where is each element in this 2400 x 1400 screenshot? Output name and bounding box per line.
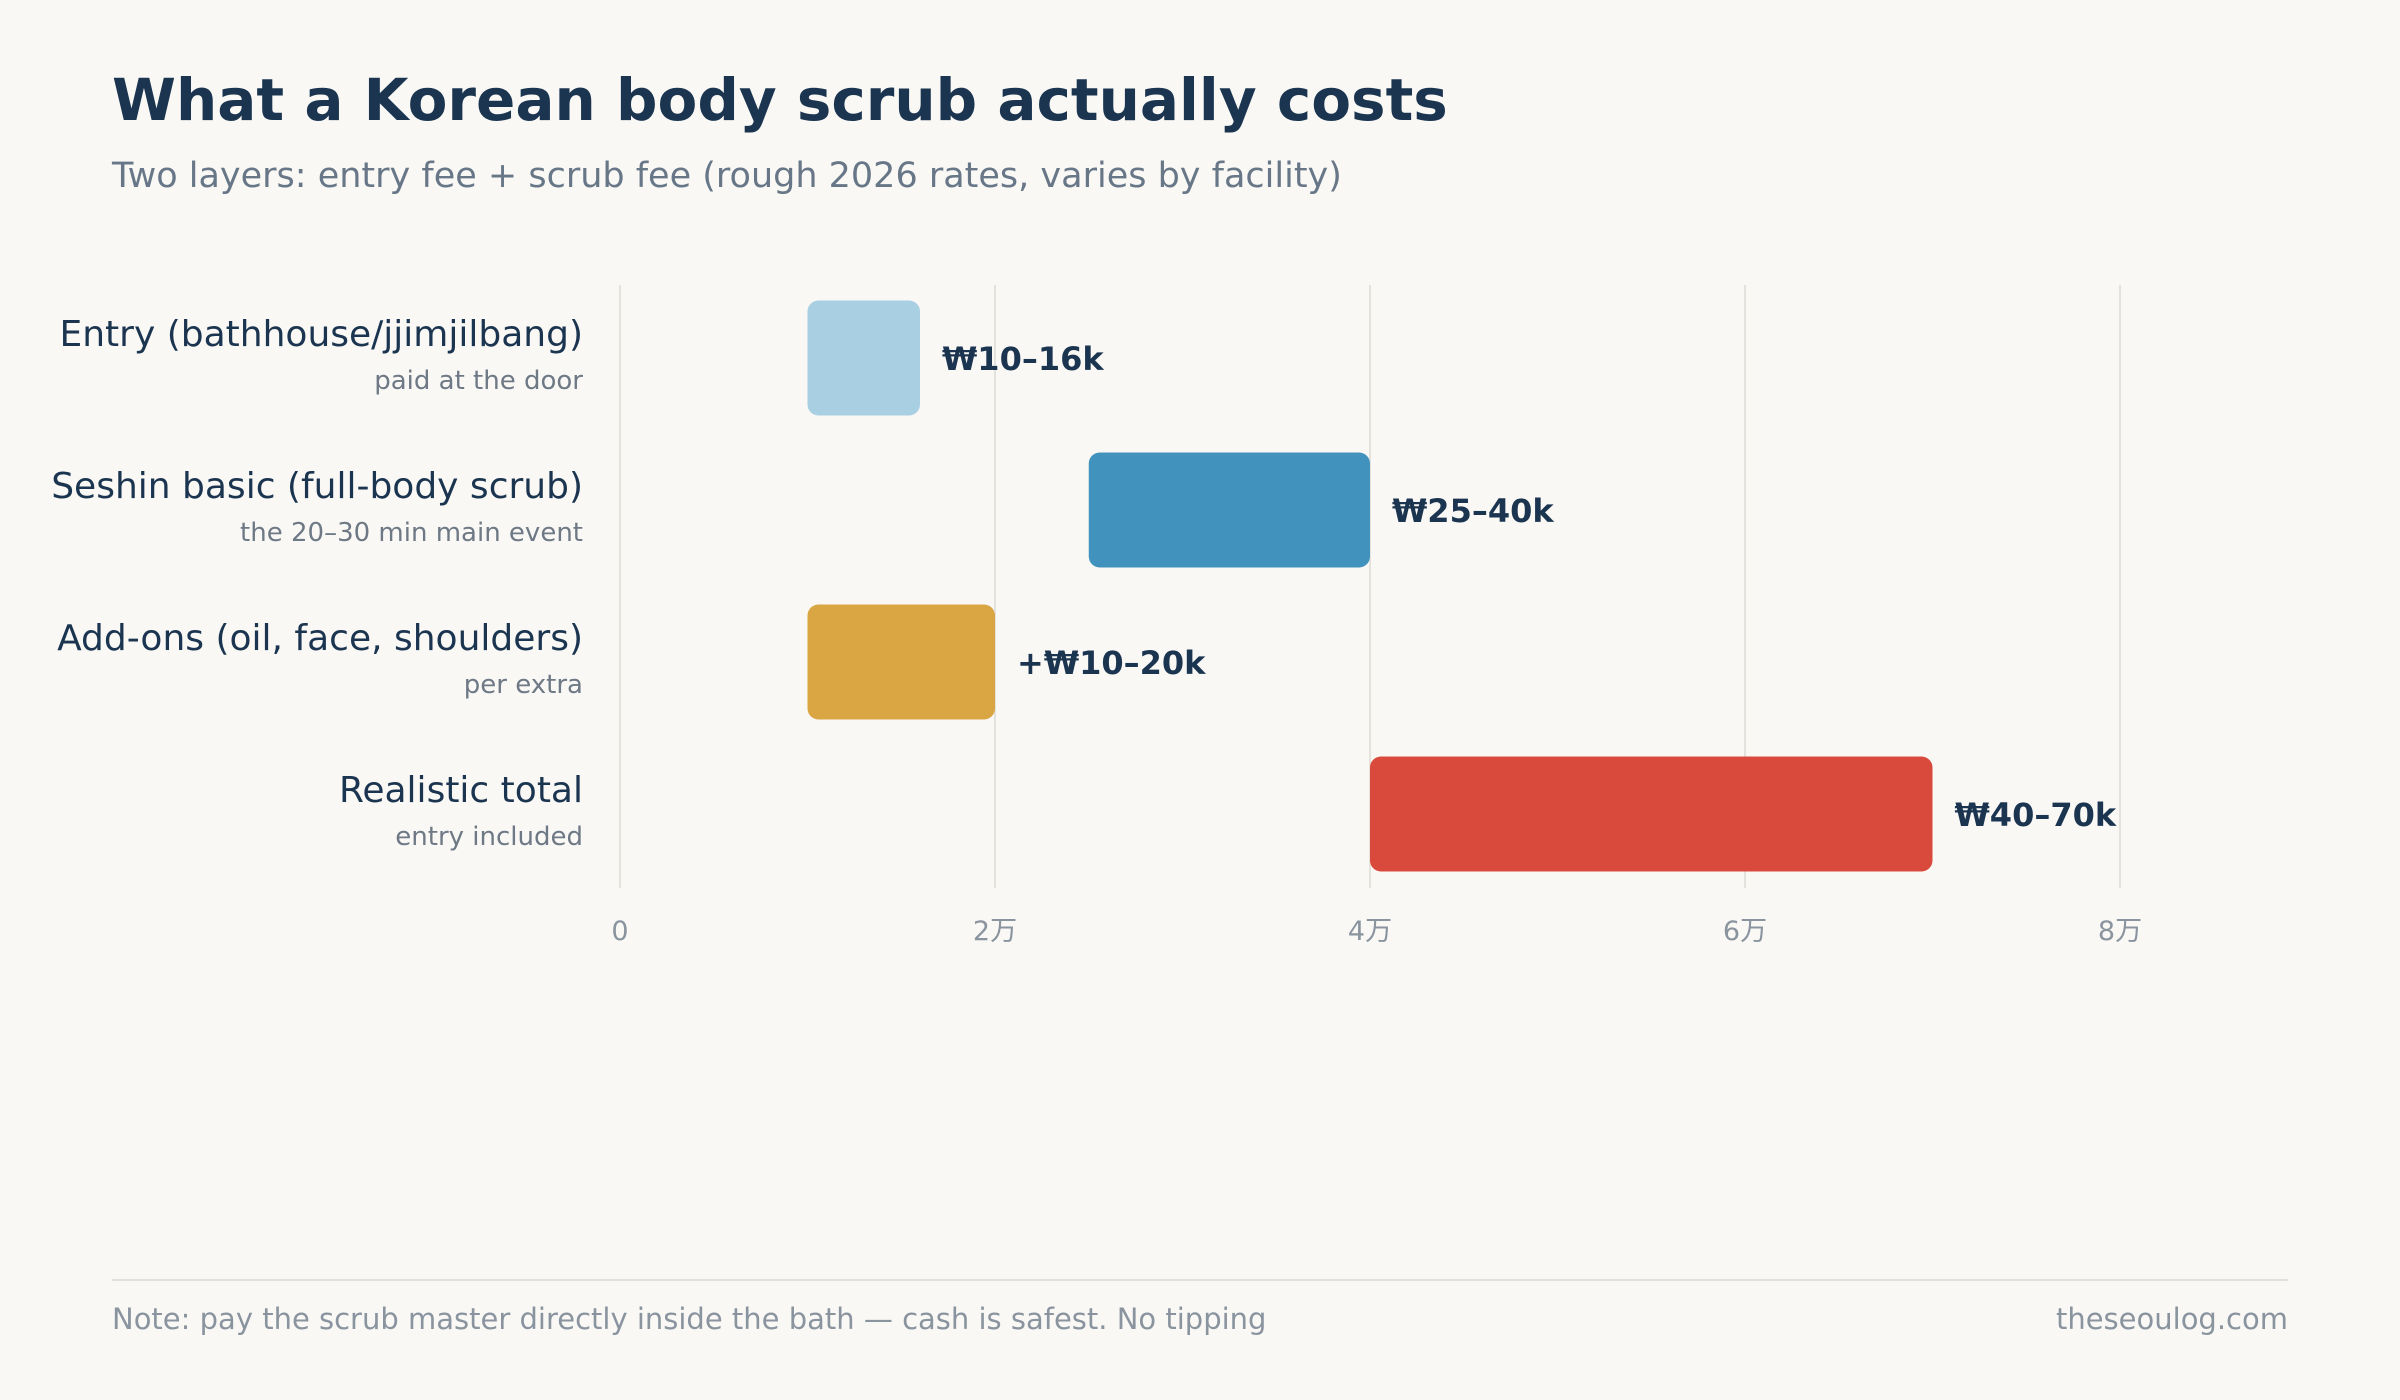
chart-title: What a Korean body scrub actually costs — [112, 66, 1448, 134]
category-labels: Entry (bathhouse/jjimjilbang) paid at the… — [51, 314, 583, 852]
bar-value-label: ₩25–40k — [1392, 492, 1554, 530]
category-sublabel: the 20–30 min main event — [240, 518, 583, 548]
category-sublabel: paid at the door — [374, 366, 583, 396]
bar-value-label: +₩10–20k — [1017, 644, 1206, 682]
bar-0 — [807, 300, 920, 416]
footer-divider — [112, 1279, 2288, 1281]
bar-3 — [1370, 756, 1933, 872]
category-label: Realistic total — [339, 770, 583, 811]
category-label: Seshin basic (full-body scrub) — [51, 466, 583, 507]
x-tick-label: 4万 — [1348, 916, 1392, 947]
x-tick-label: 6万 — [1723, 916, 1767, 947]
x-tick-label: 8万 — [2098, 916, 2142, 947]
x-tick-label: 0 — [611, 916, 628, 947]
bar-value-label: ₩40–70k — [1955, 796, 2117, 834]
x-axis-ticks: 0 2万 4万 6万 8万 — [611, 916, 2142, 947]
chart-subtitle: Two layers: entry fee + scrub fee (rough… — [112, 156, 1342, 196]
bar-value-label: ₩10–16k — [942, 340, 1104, 378]
category-sublabel: entry included — [395, 822, 583, 852]
bar-1 — [1088, 452, 1370, 568]
category-label: Entry (bathhouse/jjimjilbang) — [59, 314, 583, 355]
category-sublabel: per extra — [464, 670, 583, 700]
footer-note: Note: pay the scrub master directly insi… — [112, 1302, 1267, 1336]
category-label: Add-ons (oil, face, shoulders) — [57, 618, 583, 659]
x-tick-label: 2万 — [973, 916, 1017, 947]
bars: ₩10–16k ₩25–40k +₩10–20k ₩40–70k — [807, 300, 2117, 872]
footer-site-link[interactable]: theseoulog.com — [2055, 1302, 2288, 1336]
bar-2 — [807, 604, 995, 720]
